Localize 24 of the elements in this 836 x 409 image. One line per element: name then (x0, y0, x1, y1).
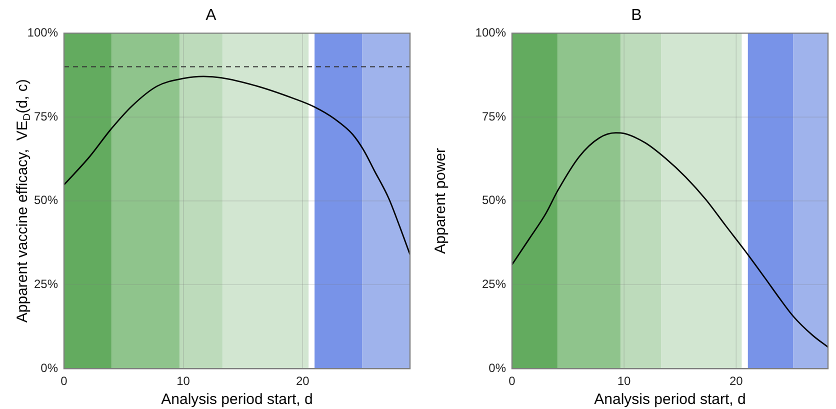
y-tick-label: 0% (40, 360, 58, 375)
x-tick-label: 0 (508, 374, 516, 388)
y-tick-label: 25% (482, 277, 506, 292)
x-tick-label: 0 (60, 374, 68, 388)
y-tick-label: 0% (488, 360, 506, 375)
y-tick-label: 25% (34, 277, 58, 292)
line-series (512, 132, 828, 348)
y-axis-title: Apparent power (432, 148, 449, 254)
x-tick-label: 10 (617, 374, 632, 388)
line-series (64, 76, 410, 256)
chart-title: A (206, 7, 217, 24)
y-tick-label: 75% (482, 109, 506, 124)
x-tick-label: 10 (176, 374, 190, 388)
x-axis-title: Analysis period start, d (594, 391, 746, 408)
y-tick-label: 75% (34, 109, 58, 124)
y-tick-label: 50% (34, 193, 58, 208)
x-tick-label: 20 (729, 374, 744, 388)
x-axis-title: Analysis period start, d (161, 391, 313, 408)
y-axis-title: Apparent vaccine efficacy, VED(d, c) (14, 79, 33, 323)
y-tick-label: 50% (482, 193, 506, 208)
chart-title: B (631, 7, 642, 24)
y-tick-label: 100% (475, 26, 506, 40)
x-tick-label: 20 (296, 374, 310, 388)
y-tick-label: 100% (27, 26, 58, 40)
